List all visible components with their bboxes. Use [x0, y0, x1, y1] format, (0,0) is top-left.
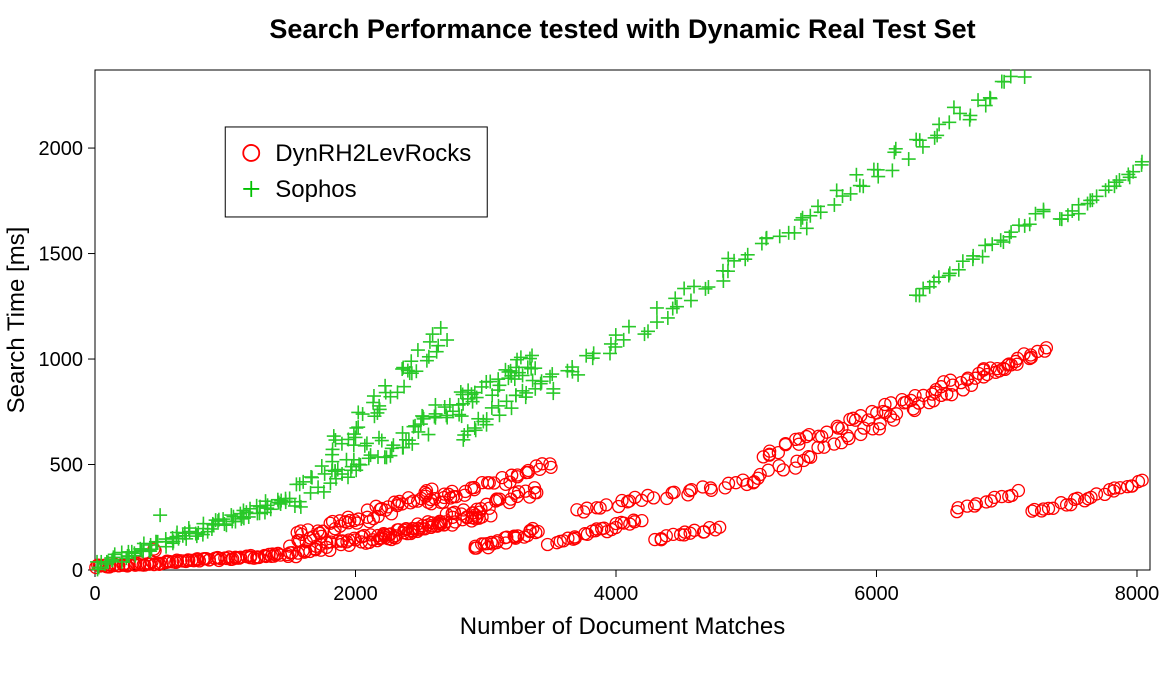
legend-item-label: DynRH2LevRocks — [275, 140, 471, 167]
y-axis-ticks: 0 500 1000 1500 2000 — [39, 138, 96, 582]
svg-text:500: 500 — [50, 455, 83, 477]
svg-text:2000: 2000 — [39, 138, 84, 160]
svg-text:0: 0 — [89, 583, 100, 605]
svg-text:1000: 1000 — [39, 349, 84, 371]
svg-text:6000: 6000 — [854, 583, 899, 605]
svg-text:0: 0 — [72, 560, 83, 582]
svg-text:2000: 2000 — [333, 583, 378, 605]
x-axis-label: Number of Document Matches — [460, 613, 785, 640]
chart-title: Search Performance tested with Dynamic R… — [269, 14, 975, 44]
chart-container: Search Performance tested with Dynamic R… — [0, 0, 1173, 680]
x-axis-ticks: 0 2000 4000 6000 8000 — [89, 570, 1159, 605]
svg-text:4000: 4000 — [594, 583, 639, 605]
y-axis-label: Search Time [ms] — [3, 227, 30, 414]
svg-text:1500: 1500 — [39, 244, 84, 266]
legend: DynRH2LevRocks Sophos — [225, 127, 487, 217]
svg-text:8000: 8000 — [1115, 583, 1160, 605]
legend-item-label: Sophos — [275, 176, 356, 203]
scatter-chart: Search Performance tested with Dynamic R… — [0, 0, 1173, 680]
